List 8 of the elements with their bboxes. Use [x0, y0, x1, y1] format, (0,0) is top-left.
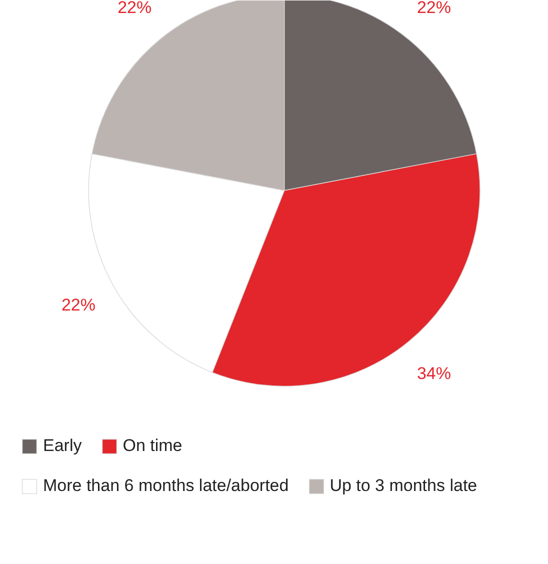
- legend-label: Up to 3 months late: [330, 476, 478, 496]
- data-label: 22%: [118, 0, 152, 17]
- legend-label: Early: [43, 436, 82, 456]
- data-label: 22%: [61, 295, 96, 314]
- data-label: 34%: [416, 364, 452, 383]
- data-label: 22%: [416, 0, 452, 17]
- legend-label: More than 6 months late/aborted: [43, 476, 289, 496]
- legend-label: On time: [122, 436, 182, 456]
